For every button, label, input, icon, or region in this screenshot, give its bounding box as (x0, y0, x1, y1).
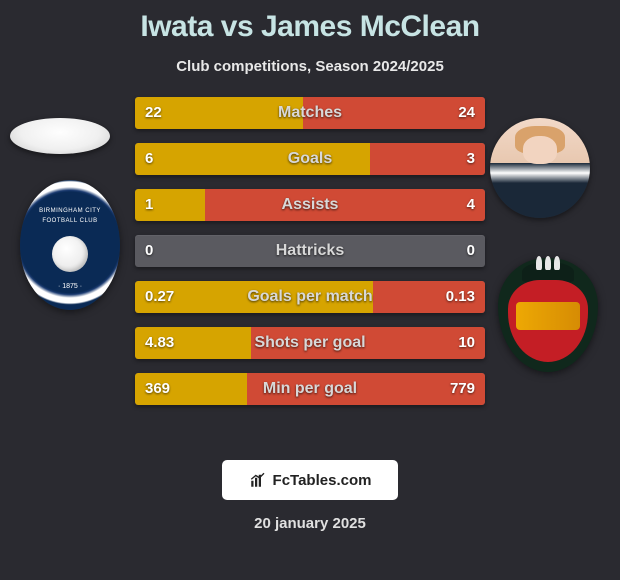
stat-row: 0.270.13Goals per match (135, 281, 485, 313)
stat-row: 00Hattricks (135, 235, 485, 267)
stat-row: 369779Min per goal (135, 373, 485, 405)
crest1-text-mid: FOOTBALL CLUB (20, 218, 120, 224)
stat-value-left: 369 (145, 373, 170, 405)
stat-value-left: 6 (145, 143, 153, 175)
stat-value-right: 0 (467, 235, 475, 267)
stat-value-right: 3 (467, 143, 475, 175)
stat-value-left: 4.83 (145, 327, 174, 359)
crest2-feather (536, 256, 542, 270)
crest1-text-top: BIRMINGHAM CITY (20, 208, 120, 214)
stat-bar-track (135, 281, 485, 313)
stat-bar-track (135, 143, 485, 175)
stat-value-right: 10 (458, 327, 475, 359)
stat-row: 63Goals (135, 143, 485, 175)
stats-container: 2224Matches63Goals14Assists00Hattricks0.… (135, 97, 485, 405)
source-badge-text: FcTables.com (273, 472, 372, 489)
stat-value-right: 24 (458, 97, 475, 129)
stat-bar-right (251, 327, 486, 359)
stat-value-left: 22 (145, 97, 162, 129)
stat-bar-track (135, 97, 485, 129)
stat-value-left: 0 (145, 235, 153, 267)
stat-row: 2224Matches (135, 97, 485, 129)
stat-bar-left (135, 143, 370, 175)
crest1-year: · 1875 · (20, 283, 120, 290)
source-badge: FcTables.com (222, 460, 398, 500)
stat-bar-track (135, 189, 485, 221)
player1-name: Iwata (140, 10, 213, 43)
crest2-feather (554, 256, 560, 270)
subtitle: Club competitions, Season 2024/2025 (0, 58, 620, 75)
date-text: 20 january 2025 (0, 515, 620, 532)
chart-icon (249, 471, 267, 489)
player2-avatar (490, 118, 590, 218)
player2-club-crest (498, 258, 598, 372)
title-vs: vs (213, 10, 261, 43)
stat-row: 14Assists (135, 189, 485, 221)
stat-value-right: 779 (450, 373, 475, 405)
stat-value-left: 0.27 (145, 281, 174, 313)
stat-value-right: 4 (467, 189, 475, 221)
player1-avatar (10, 118, 110, 154)
crest2-feather (545, 256, 551, 270)
crest2-dragon-icon (516, 302, 580, 330)
player1-club-crest: BIRMINGHAM CITY FOOTBALL CLUB · 1875 · (20, 180, 120, 310)
crest1-ball-icon (52, 236, 88, 272)
stat-value-right: 0.13 (446, 281, 475, 313)
comparison-title: Iwata vs James McClean (0, 0, 620, 44)
stat-bar-right (205, 189, 485, 221)
stat-bar-track (135, 373, 485, 405)
stat-bar-track (135, 235, 485, 267)
stat-value-left: 1 (145, 189, 153, 221)
stat-bar-track (135, 327, 485, 359)
stat-row: 4.8310Shots per goal (135, 327, 485, 359)
player2-name: James McClean (261, 10, 480, 43)
